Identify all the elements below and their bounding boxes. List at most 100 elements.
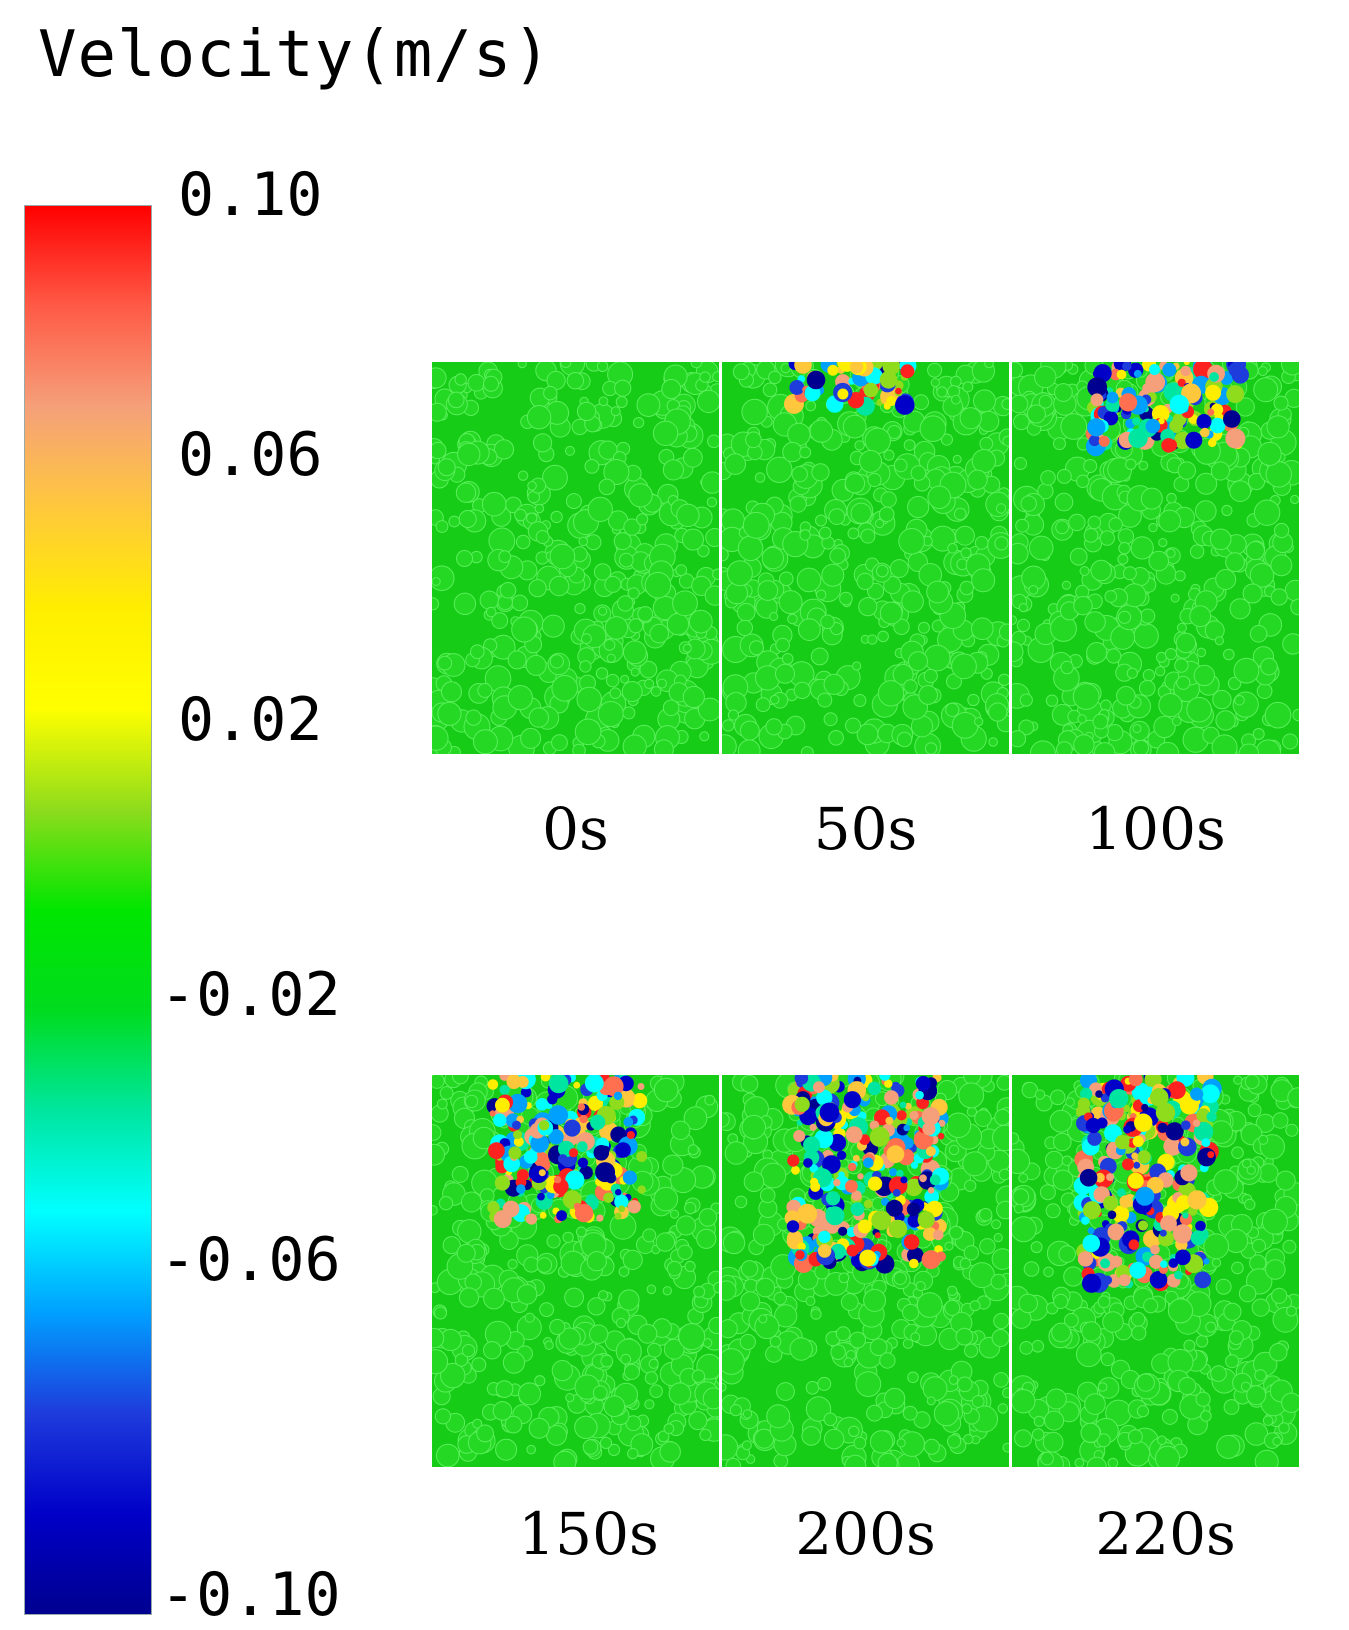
particle [432,577,441,586]
particle [1195,1335,1209,1348]
particle [699,371,711,383]
disturbed-particle [1133,1161,1141,1169]
particle [815,514,827,527]
particle [1231,1146,1244,1159]
particle [1012,394,1029,414]
particle [432,1124,442,1141]
particle [1258,1134,1269,1145]
particle [1176,675,1191,690]
particle [1023,1261,1040,1277]
particle [495,1438,518,1461]
disturbed-particle [806,370,826,390]
particle [662,459,684,481]
particle [1118,542,1131,555]
disturbed-particle [1169,419,1183,433]
particle [864,427,892,455]
disturbed-particle [849,362,864,374]
particle [971,449,996,474]
disturbed-particle [905,1178,923,1197]
particle [677,1244,693,1261]
particle [1117,610,1132,624]
particle [544,1340,554,1350]
particle-field [1012,362,1299,754]
particle [1138,460,1149,471]
particle [913,1411,931,1429]
disturbed-particle [548,1075,569,1094]
particle [600,1354,614,1368]
particle [969,1300,981,1312]
particle [1215,1278,1232,1295]
particle [1131,1325,1147,1341]
particle [587,496,613,522]
disturbed-particle [1196,414,1212,429]
particle [811,463,830,482]
particle [528,1417,550,1439]
disturbed-particle [1133,369,1142,378]
particle [1253,499,1281,526]
particle [1234,695,1245,706]
particle [546,1425,567,1446]
particle [553,1450,577,1467]
particle [636,393,661,417]
disturbed-particle [1190,1087,1204,1101]
particle [639,660,658,679]
particle [805,1396,832,1422]
particle [1238,1284,1257,1303]
disturbed-particle [863,382,879,398]
particle [898,528,925,555]
particle [507,650,527,670]
disturbed-particle [512,1120,521,1130]
particle [1249,563,1275,588]
particle [1262,1415,1274,1427]
particle [1254,1369,1267,1382]
particle [737,535,764,562]
disturbed-particle [614,1212,622,1220]
particle [1155,666,1166,677]
particle [517,470,529,481]
disturbed-particle [1077,1097,1091,1110]
particle [1108,517,1123,532]
particle [1253,377,1279,403]
particle-field [722,362,1009,754]
particle [845,717,861,734]
particle [472,729,498,754]
particle [722,1348,745,1375]
particle [1209,528,1232,551]
disturbed-particle [804,385,821,402]
particle [704,585,719,606]
particle [1223,1302,1242,1321]
disturbed-particle [1132,1135,1144,1147]
particle [847,527,860,540]
particle [743,1171,765,1192]
disturbed-particle [896,1110,907,1121]
disturbed-particle [1158,417,1165,425]
particle [996,1075,1009,1091]
particle [830,1344,846,1361]
particle [670,1120,691,1140]
particle [432,441,447,460]
particle [623,518,641,536]
particle [659,1441,681,1463]
particle [693,1285,706,1298]
panel-time-label: 0s [542,795,609,863]
particle [944,1299,961,1316]
particle [884,1387,906,1409]
disturbed-particle [892,1189,901,1197]
particle [585,534,602,551]
disturbed-particle [1115,1134,1130,1150]
particle [543,385,558,401]
particle [1099,530,1116,546]
particle [627,587,640,600]
particle [940,433,953,446]
particle [441,681,462,703]
disturbed-particle [846,1244,859,1257]
particle [1171,716,1182,727]
disturbed-particle [1207,1151,1215,1159]
particle [1018,1173,1029,1183]
particle [1127,1429,1143,1445]
particle [856,572,874,590]
disturbed-particle [515,1176,527,1188]
particle [995,503,1007,514]
disturbed-particle [495,1097,510,1113]
disturbed-particle [487,1079,499,1090]
